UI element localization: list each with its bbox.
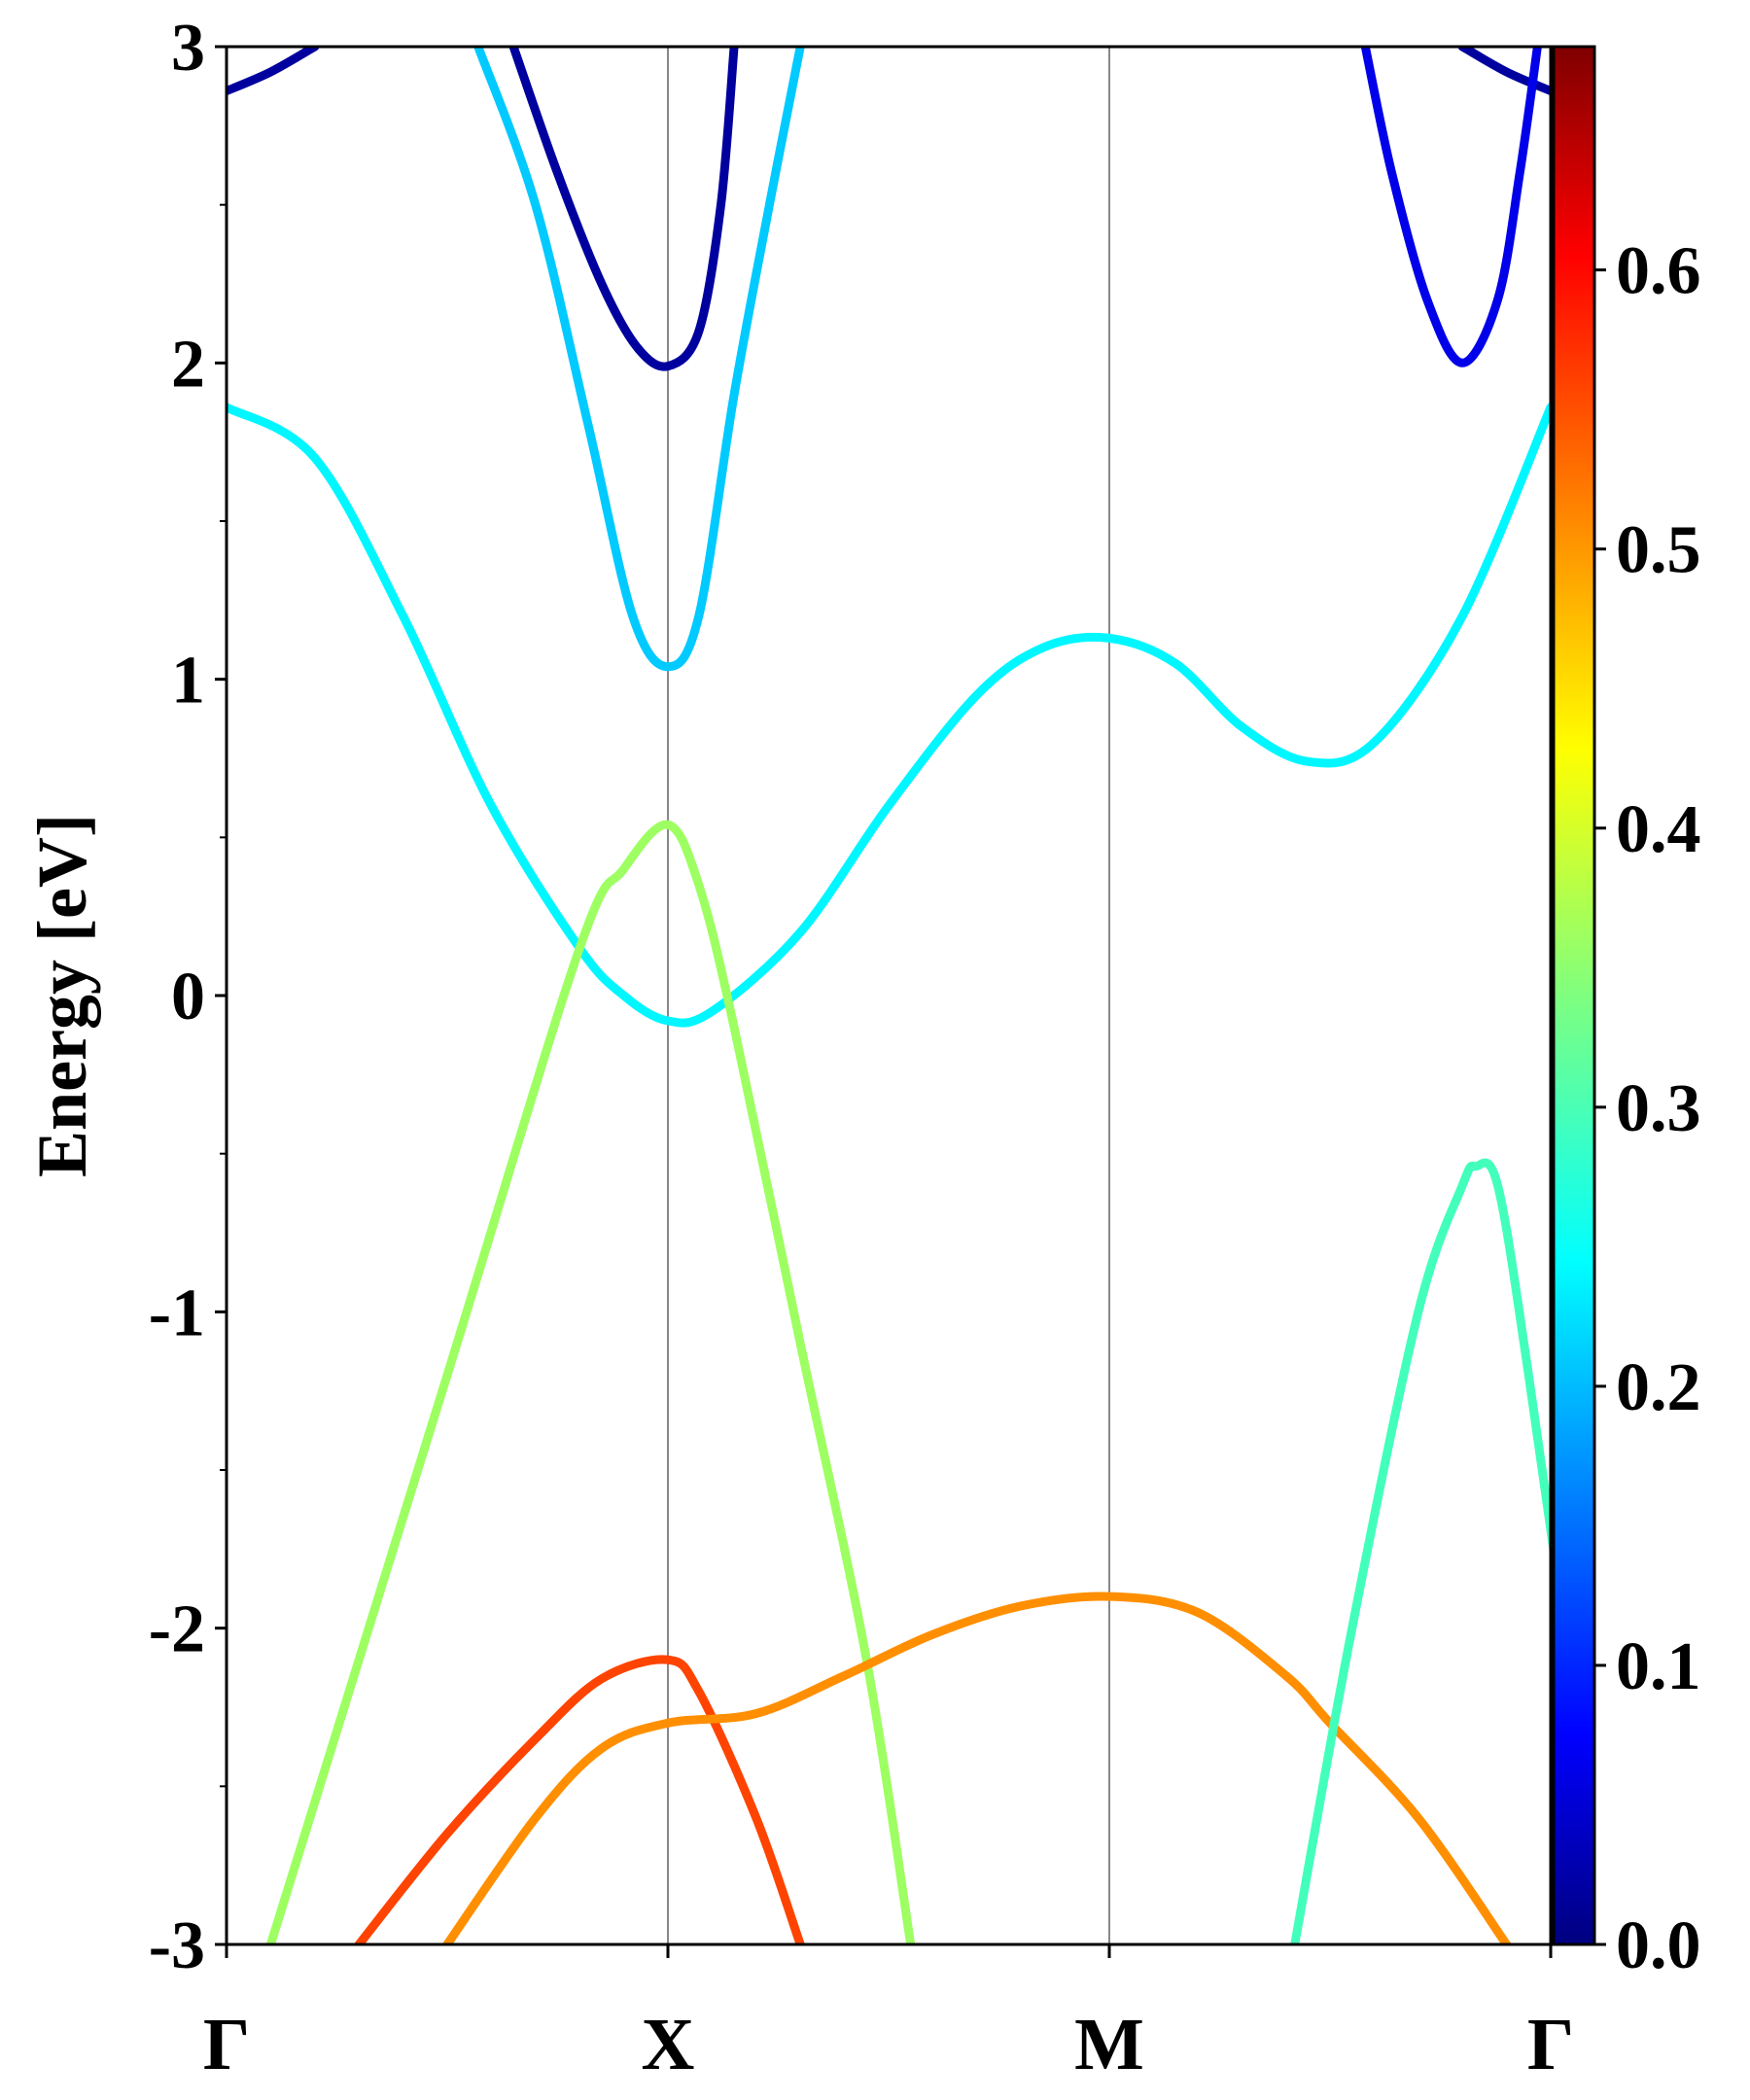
y-tick-label: 3 [171,11,205,86]
y-tick-label: 0 [171,960,205,1034]
y-tick-label: -3 [149,1908,205,1983]
colorbar-tick-label: 0.4 [1616,792,1701,867]
band-4 [1360,47,1542,368]
band-8 [354,1655,805,1944]
x-tick-label: M [1074,2004,1144,2085]
colorbar-tick-label: 0.2 [1616,1350,1701,1425]
colorbar-tick-label: 0.0 [1616,1908,1701,1983]
x-tick-label: Γ [1527,2004,1574,2085]
plot-area [227,47,1551,1944]
colorbar-tick-label: 0.6 [1616,234,1701,309]
band-1 [227,47,320,95]
y-tick-label: 1 [171,644,205,718]
y-tick-label: 2 [171,327,205,402]
band-3 [508,47,739,371]
colorbar [1552,45,1596,1946]
y-axis: -3 -2 -1 0 1 2 3 [149,11,227,1983]
colorbar-tick-label: 0.5 [1616,513,1701,588]
x-tick-label: X [642,2004,695,2085]
colorbar-ticks: 0.0 0.1 0.2 0.3 0.4 0.5 0.6 [1594,234,1701,1983]
band-7 [265,820,916,1944]
y-tick-label: -2 [149,1592,205,1667]
band-6 [227,402,1551,1028]
x-tick-label: Γ [203,2004,250,2085]
colorbar-tick-label: 0.1 [1616,1629,1701,1704]
band-10 [1290,1158,1551,1944]
band-5 [473,47,805,672]
colorbar-tick-label: 0.3 [1616,1071,1701,1146]
y-tick-label: -1 [149,1276,205,1350]
y-axis-label: Energy [eV] [23,814,101,1177]
bands [227,47,1551,1944]
band-2 [1457,47,1551,95]
